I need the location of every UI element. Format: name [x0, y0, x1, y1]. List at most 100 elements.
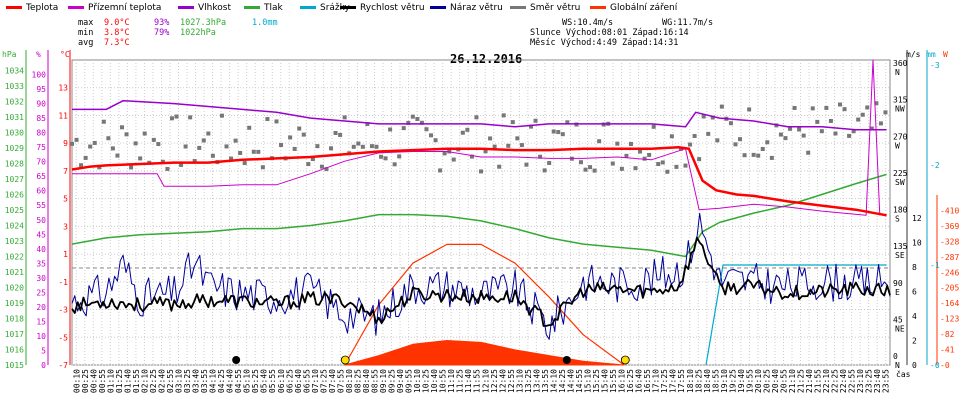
x-tick-label: 10:55	[439, 369, 448, 393]
wind-dir-point	[651, 124, 656, 129]
wind-dir-point	[660, 160, 665, 165]
wind-dir-tick-label: SE	[895, 251, 905, 260]
wind-dir-point	[156, 142, 161, 147]
wind-dir-point	[360, 144, 365, 149]
stat-press-max: 1027.3hPa	[180, 18, 227, 28]
wind-dir-point	[797, 127, 802, 132]
wind-dir-point	[501, 113, 506, 118]
x-tick-label: 22:25	[831, 369, 840, 393]
pressure-tick-label: 1027	[5, 175, 24, 184]
x-tick-label: 21:10	[788, 369, 797, 393]
temp-tick-label: -5	[58, 333, 68, 342]
wind-dir-point	[406, 120, 411, 125]
humidity-tick-label: 95	[36, 85, 46, 94]
wind-dir-point	[469, 154, 474, 159]
pressure-tick-label: 1017	[5, 330, 24, 339]
stats-panel: max 9.0°C 93% 1027.3hPa 1.0mm min 3.8°C 79% 102…	[78, 18, 278, 48]
humidity-tick-label: 55	[36, 201, 46, 210]
x-tick-label: 22:55	[848, 369, 857, 393]
stat-hum-max: 93%	[154, 18, 170, 28]
x-tick-label: 09:55	[405, 369, 414, 393]
wind-dir-point	[79, 163, 84, 168]
wind-dir-point	[824, 105, 829, 110]
wind-dir-point	[533, 118, 538, 123]
radiation-tick-label: -41	[940, 346, 955, 355]
pressure-tick-label: 1029	[5, 144, 24, 153]
wind-dir-point	[351, 144, 356, 149]
wind-dir-point	[110, 146, 115, 151]
x-tick-label: 06:25	[285, 369, 294, 393]
x-tick-label: 03:25	[183, 369, 192, 393]
wind-dir-point	[97, 165, 102, 170]
wind-dir-point	[129, 165, 134, 170]
wind-dir-point	[733, 142, 738, 147]
humidity-unit: %	[36, 50, 41, 59]
x-tick-label: 17:10	[652, 369, 661, 393]
humidity-tick-label: 60	[36, 187, 46, 196]
wind-dir-point	[251, 149, 256, 154]
humidity-tick-label: 25	[36, 288, 46, 297]
x-tick-label: 00:55	[98, 369, 107, 393]
x-tick-label: 20:10	[754, 369, 763, 393]
wind-dir-point	[342, 115, 347, 120]
pressure-tick-label: 1016	[5, 346, 24, 355]
wind-dir-point	[828, 118, 833, 123]
wind-dir-point	[392, 162, 397, 167]
pressure-tick-label: 1030	[5, 129, 24, 138]
legend-label: Globální záření	[610, 3, 678, 13]
pressure-tick-label: 1018	[5, 315, 24, 324]
x-tick-label: 01:25	[115, 369, 124, 393]
wind-dir-point	[210, 153, 215, 158]
temp-tick-label: 5	[63, 195, 68, 204]
x-tick-label: 16:10	[618, 369, 627, 393]
pressure-tick-label: 1028	[5, 160, 24, 169]
humidity-tick-label: 15	[36, 317, 46, 326]
wind-dir-tick-label: 135	[893, 242, 908, 251]
legend-item: Směr větru	[510, 3, 580, 13]
wind-dir-point	[179, 162, 184, 167]
legend-swatch	[430, 6, 446, 9]
wind-dir-point	[229, 156, 234, 161]
rain-tick-label: -0	[930, 361, 940, 370]
x-tick-label: 18:55	[711, 369, 720, 393]
wind-dir-point	[783, 136, 788, 141]
x-tick-label: 23:55	[882, 369, 891, 393]
x-tick-label: 06:55	[302, 369, 311, 393]
legend-label: Směr větru	[530, 3, 581, 13]
x-tick-label: 19:55	[745, 369, 754, 393]
x-tick-label: 07:25	[319, 369, 328, 393]
wind-dir-point	[188, 115, 193, 120]
x-tick-label: 00:40	[89, 369, 98, 393]
wind-dir-point	[806, 150, 811, 155]
humidity-tick-label: 0	[41, 361, 46, 370]
pressure-tick-label: 1034	[5, 67, 24, 76]
radiation-tick-label: -287	[940, 253, 959, 262]
legend-label: Srážky	[320, 3, 350, 13]
legend-label: Rychlost větru	[360, 3, 425, 13]
wind-speed-unit: m/s	[906, 50, 921, 59]
radiation-unit: W	[943, 50, 948, 59]
radiation-tick-label: -369	[940, 222, 959, 231]
stat-label: avg	[78, 38, 94, 48]
wind-dir-tick-label: 45	[893, 315, 903, 324]
stat-temp-min: 3.8°C	[104, 28, 130, 38]
x-tick-label: 07:10	[311, 369, 320, 393]
wind-dir-tick-label: 315	[893, 96, 908, 105]
legend-label: Tlak	[264, 3, 283, 13]
wind-dir-point	[83, 155, 88, 160]
x-tick-label: 21:40	[805, 369, 814, 393]
wind-dir-point	[874, 101, 879, 106]
wind-dir-point	[642, 156, 647, 161]
x-tick-label: 12:10	[481, 369, 490, 393]
wind-dir-point	[665, 169, 670, 174]
wind-dir-point	[333, 131, 338, 136]
pressure-tick-label: 1023	[5, 237, 24, 246]
wind-dir-point	[460, 130, 465, 135]
x-tick-label: 19:10	[720, 369, 729, 393]
wind-dir-point	[88, 144, 93, 149]
wind-dir-tick-label: 0	[893, 352, 898, 361]
x-tick-label: 11:10	[447, 369, 456, 393]
wind-dir-point	[415, 117, 420, 122]
pressure-tick-label: 1024	[5, 222, 24, 231]
wind-dir-point	[578, 160, 583, 165]
